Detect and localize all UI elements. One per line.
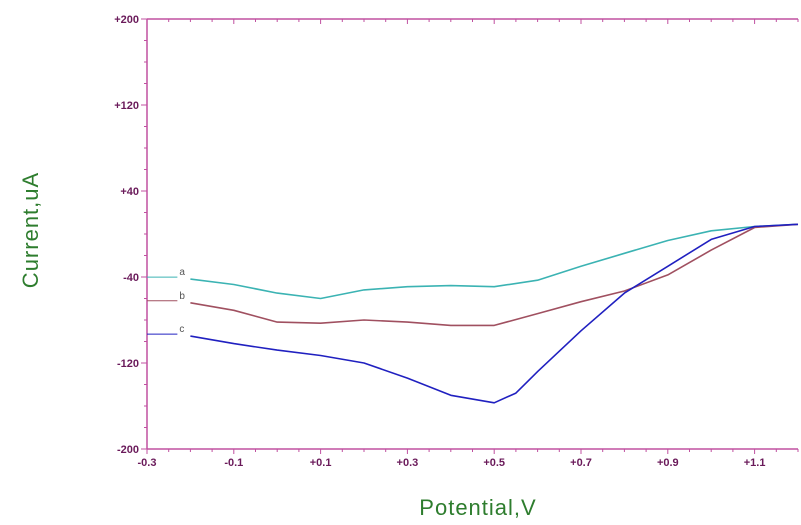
- y-tick-label: +40: [120, 186, 139, 198]
- y-tick-label: -200: [117, 444, 139, 456]
- x-tick-label: +0.9: [657, 457, 679, 469]
- y-tick-label: -120: [117, 358, 139, 370]
- x-tick-label: -0.1: [224, 457, 243, 469]
- series-label-c: c: [179, 324, 184, 335]
- y-tick-label: +120: [114, 100, 139, 112]
- y-tick-label: +200: [114, 14, 139, 26]
- series-line-b: [190, 223, 799, 327]
- x-tick-label: +0.5: [483, 457, 505, 469]
- x-axis-ticks: -0.3 -0.1 +0.1 +0.3 +0.5 +0.7 +0.9 +1.1: [138, 19, 799, 469]
- series-line-a: [190, 223, 799, 300]
- y-tick-label: -40: [123, 272, 139, 284]
- series-lines: [190, 223, 799, 404]
- x-tick-label: +0.1: [310, 457, 332, 469]
- y-axis-title: Current,uA: [18, 172, 43, 288]
- series-labels: a b c: [147, 267, 185, 335]
- series-label-b: b: [179, 291, 185, 302]
- x-tick-label: +0.7: [570, 457, 592, 469]
- x-tick-label: -0.3: [138, 457, 157, 469]
- series-label-a: a: [179, 267, 185, 278]
- x-tick-label: +1.1: [744, 457, 766, 469]
- x-tick-label: +0.3: [397, 457, 419, 469]
- x-axis-title: Potential,V: [419, 495, 536, 520]
- series-line-c: [190, 223, 799, 404]
- y-axis-ticks: -200 -120 -40 +40 +120 +200: [114, 14, 147, 456]
